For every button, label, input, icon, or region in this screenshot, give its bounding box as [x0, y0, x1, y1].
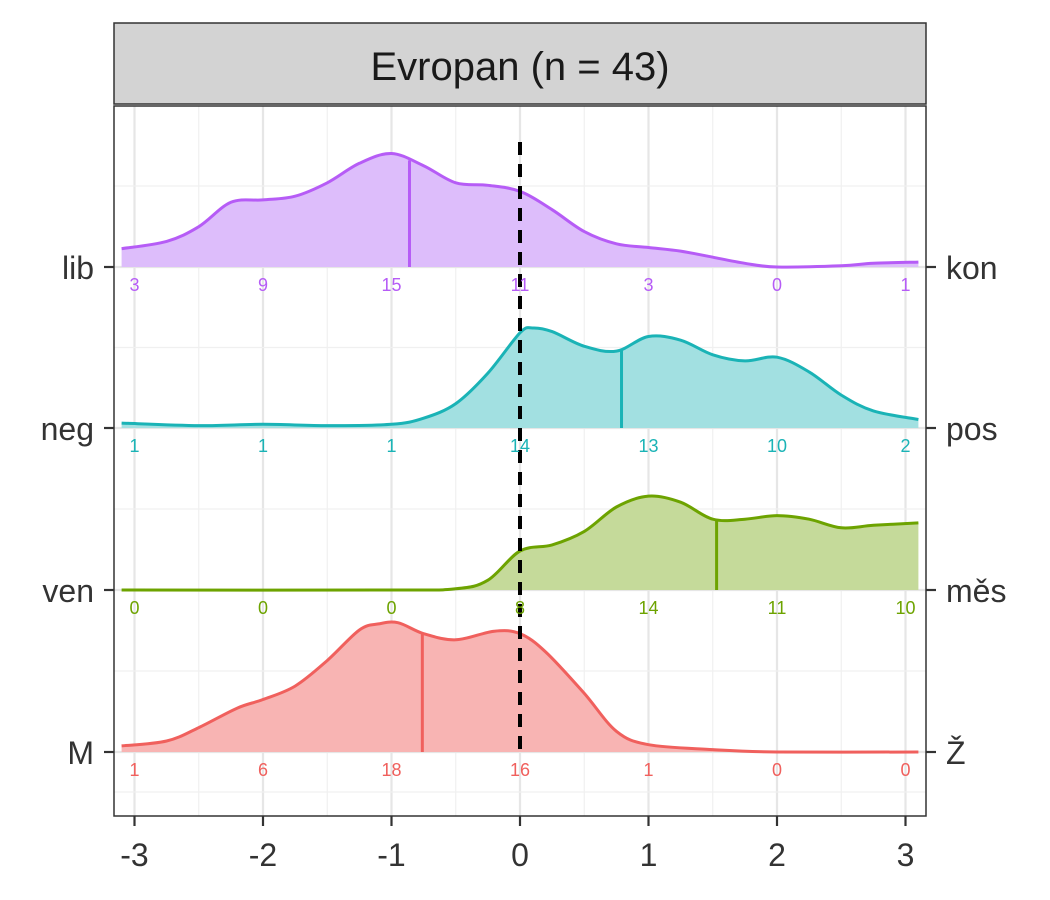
- count-label: 1: [900, 275, 910, 295]
- count-label: 2: [900, 436, 910, 456]
- right-category-label: Ž: [946, 735, 966, 771]
- right-category-label: kon: [946, 250, 998, 286]
- density-line: [121, 620, 919, 754]
- facet-title: Evropan (n = 43): [370, 45, 669, 89]
- count-label: 0: [772, 275, 782, 295]
- right-category-label: měs: [946, 573, 1006, 609]
- count-label: 0: [386, 598, 396, 618]
- ridge-ven: [121, 494, 919, 592]
- count-label: 14: [638, 598, 658, 618]
- count-label: 1: [258, 436, 268, 456]
- count-label: 10: [895, 598, 915, 618]
- ridge-neg: [121, 326, 919, 428]
- left-category-label: ven: [42, 573, 94, 609]
- count-label: 11: [511, 275, 530, 295]
- count-label: 14: [510, 436, 530, 456]
- right-category-label: pos: [946, 411, 998, 447]
- x-tick-label: 2: [768, 837, 786, 873]
- count-label: 0: [772, 760, 782, 780]
- x-tick-label: -2: [249, 837, 277, 873]
- count-label: 6: [258, 760, 268, 780]
- count-label: 0: [900, 760, 910, 780]
- density-area: [121, 327, 919, 428]
- count-label: 1: [129, 436, 139, 456]
- x-tick-label: 3: [897, 837, 915, 873]
- count-label: 9: [258, 275, 268, 295]
- count-label: 3: [643, 275, 653, 295]
- density-line: [121, 151, 919, 269]
- count-label: 0: [258, 598, 268, 618]
- density-area: [121, 495, 919, 591]
- count-label: 15: [381, 275, 401, 295]
- count-labels: 3 9 15 11 3 0 11 1 1 14 13 10 20 0 0 8 14 11 101 6 18 16 1 0 0: [129, 275, 915, 780]
- density-area: [121, 622, 919, 753]
- density-line: [121, 494, 919, 592]
- count-label: 3: [129, 275, 139, 295]
- x-tick-label: -1: [377, 837, 405, 873]
- x-tick-label: 0: [511, 837, 529, 873]
- x-tick-label: -3: [120, 837, 148, 873]
- count-label: 13: [638, 436, 658, 456]
- count-label: 1: [643, 760, 653, 780]
- count-label: 10: [767, 436, 787, 456]
- count-label: 0: [129, 598, 139, 618]
- ridge-M: [121, 620, 919, 754]
- count-label: 1: [386, 436, 396, 456]
- count-label: 16: [510, 760, 530, 780]
- left-category-label: M: [67, 735, 94, 771]
- left-category-label: neg: [41, 411, 94, 447]
- left-category-label: lib: [62, 250, 94, 286]
- count-label: 8: [515, 598, 525, 618]
- count-label: 18: [381, 760, 401, 780]
- density-line: [121, 326, 919, 428]
- count-label: 1: [129, 760, 139, 780]
- count-label: 11: [768, 598, 787, 618]
- x-tick-label: 1: [640, 837, 658, 873]
- facet-strip: [113, 22, 927, 105]
